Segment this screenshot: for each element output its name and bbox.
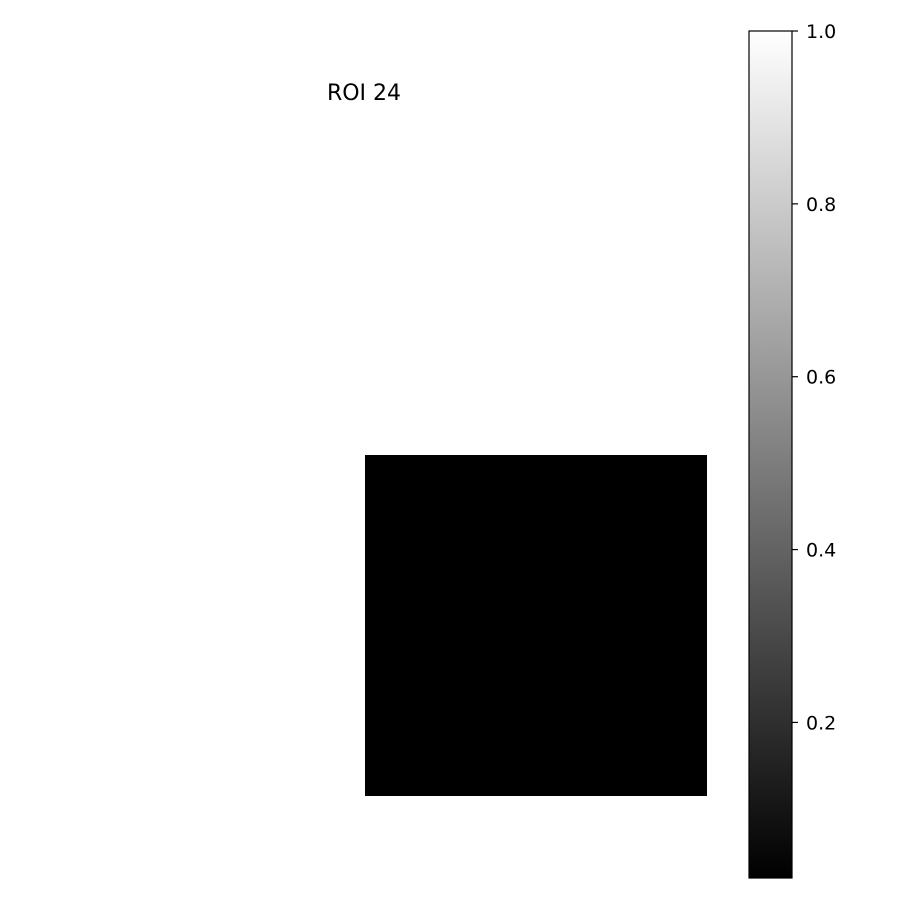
image-pixel <box>365 455 707 796</box>
colorbar-gradient <box>749 31 792 878</box>
colorbar-tick-label: 0.4 <box>806 540 836 562</box>
colorbar-ticks: 0.2 0.4 0.6 0.8 1.0 <box>792 21 836 734</box>
colorbar-tick-label: 0.8 <box>806 194 836 216</box>
colorbar-tick-label: 0.2 <box>806 712 836 734</box>
roi-image <box>365 455 707 796</box>
chart-title: ROI 24 <box>327 81 401 106</box>
colorbar: 0.2 0.4 0.6 0.8 1.0 <box>748 21 836 879</box>
colorbar-frame <box>748 30 793 879</box>
colorbar-tick-label: 0.6 <box>806 367 836 389</box>
colorbar-tick-label: 1.0 <box>806 21 836 43</box>
